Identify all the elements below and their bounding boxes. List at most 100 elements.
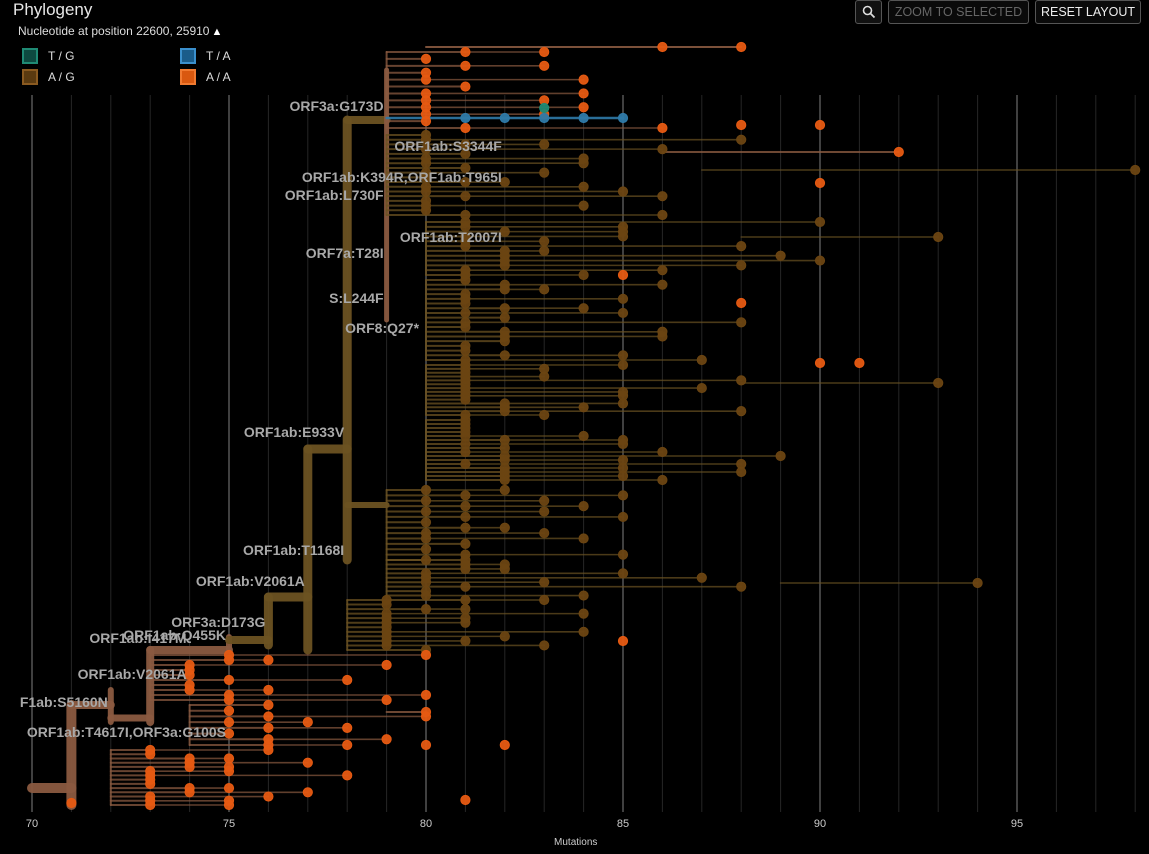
tip-node[interactable]: [578, 102, 589, 113]
tip-node[interactable]: [460, 307, 471, 319]
tip-node[interactable]: [145, 778, 156, 789]
tip-node[interactable]: [617, 635, 629, 647]
tip-node[interactable]: [736, 41, 747, 53]
tip-node[interactable]: [420, 533, 432, 544]
tip-node[interactable]: [184, 684, 195, 696]
tip-node[interactable]: [617, 350, 629, 361]
tip-node[interactable]: [302, 717, 313, 728]
tip-node[interactable]: [460, 490, 471, 501]
tip-node[interactable]: [972, 577, 983, 589]
tip-node[interactable]: [420, 186, 432, 197]
tip-node[interactable]: [657, 474, 668, 486]
tip-node[interactable]: [420, 484, 432, 496]
tip-node[interactable]: [539, 139, 550, 150]
tip-node[interactable]: [460, 240, 471, 252]
tip-node[interactable]: [617, 186, 629, 197]
tip-node[interactable]: [223, 717, 235, 728]
tip-node[interactable]: [578, 303, 589, 314]
tip-node[interactable]: [736, 260, 747, 271]
tip-node[interactable]: [460, 191, 471, 202]
tip-node[interactable]: [499, 260, 510, 271]
tip-node[interactable]: [460, 538, 471, 549]
tip-node[interactable]: [736, 375, 747, 386]
tip-node[interactable]: [145, 749, 156, 760]
tip-node[interactable]: [578, 402, 589, 413]
tip-node[interactable]: [617, 438, 629, 450]
tip-node[interactable]: [814, 119, 826, 131]
tip-node[interactable]: [223, 654, 235, 666]
tip-node[interactable]: [539, 577, 550, 588]
tip-node[interactable]: [460, 60, 471, 71]
tip-node[interactable]: [854, 357, 865, 369]
tree-nodes[interactable]: [66, 41, 1141, 811]
tip-node[interactable]: [539, 409, 550, 421]
tip-node[interactable]: [460, 112, 471, 124]
tip-node[interactable]: [617, 549, 629, 560]
tip-node[interactable]: [420, 554, 432, 566]
tip-node[interactable]: [617, 307, 629, 319]
tip-node[interactable]: [460, 603, 471, 615]
tip-node[interactable]: [460, 794, 471, 806]
tip-node[interactable]: [657, 41, 668, 53]
tip-node[interactable]: [460, 274, 471, 286]
tip-node[interactable]: [499, 226, 510, 237]
tip-node[interactable]: [420, 544, 432, 555]
tip-node[interactable]: [223, 694, 235, 706]
tip-node[interactable]: [420, 53, 432, 65]
tip-node[interactable]: [539, 495, 550, 506]
tip-node[interactable]: [539, 102, 550, 114]
tip-node[interactable]: [263, 744, 274, 756]
tip-node[interactable]: [539, 640, 550, 651]
tip-node[interactable]: [460, 446, 471, 458]
tip-node[interactable]: [302, 787, 313, 798]
tip-node[interactable]: [657, 122, 668, 134]
tip-node[interactable]: [814, 177, 826, 189]
tip-node[interactable]: [420, 706, 432, 718]
tip-node[interactable]: [223, 766, 235, 777]
tip-node[interactable]: [933, 231, 944, 243]
tip-node[interactable]: [499, 312, 510, 323]
tip-node[interactable]: [223, 674, 235, 686]
tip-node[interactable]: [263, 684, 274, 696]
tip-node[interactable]: [420, 590, 432, 601]
tip-node[interactable]: [223, 799, 235, 811]
tip-node[interactable]: [539, 245, 550, 257]
chevron-up-icon[interactable]: ▲: [211, 26, 223, 38]
tip-node[interactable]: [66, 797, 77, 809]
tip-node[interactable]: [539, 46, 550, 58]
tip-node[interactable]: [460, 522, 471, 533]
tip-node[interactable]: [499, 406, 510, 417]
tip-node[interactable]: [499, 284, 510, 295]
tip-node[interactable]: [933, 377, 944, 389]
tip-node[interactable]: [657, 331, 668, 342]
tip-node[interactable]: [223, 753, 235, 764]
tip-node[interactable]: [696, 572, 707, 583]
tip-node[interactable]: [578, 430, 589, 442]
tip-node[interactable]: [736, 466, 747, 478]
tip-node[interactable]: [420, 158, 432, 169]
tip-node[interactable]: [342, 770, 353, 781]
tip-node[interactable]: [736, 317, 747, 328]
tip-node[interactable]: [460, 394, 471, 405]
tip-node[interactable]: [145, 799, 156, 811]
tip-node[interactable]: [499, 474, 510, 486]
tip-node[interactable]: [736, 119, 747, 131]
tip-node[interactable]: [420, 506, 432, 517]
tip-node[interactable]: [499, 739, 510, 751]
tip-node[interactable]: [420, 517, 432, 528]
tip-node[interactable]: [184, 787, 195, 798]
tip-node[interactable]: [420, 495, 432, 506]
tip-node[interactable]: [420, 74, 432, 85]
tip-node[interactable]: [736, 297, 747, 309]
tip-node[interactable]: [736, 406, 747, 417]
tip-node[interactable]: [420, 577, 432, 588]
tip-node[interactable]: [460, 148, 471, 159]
tip-node[interactable]: [460, 298, 471, 309]
tip-node[interactable]: [578, 112, 589, 124]
tip-node[interactable]: [223, 705, 235, 716]
tip-node[interactable]: [657, 144, 668, 155]
tip-node[interactable]: [617, 293, 629, 304]
tip-node[interactable]: [499, 176, 510, 188]
legend-item-aa[interactable]: A / A: [180, 68, 231, 86]
